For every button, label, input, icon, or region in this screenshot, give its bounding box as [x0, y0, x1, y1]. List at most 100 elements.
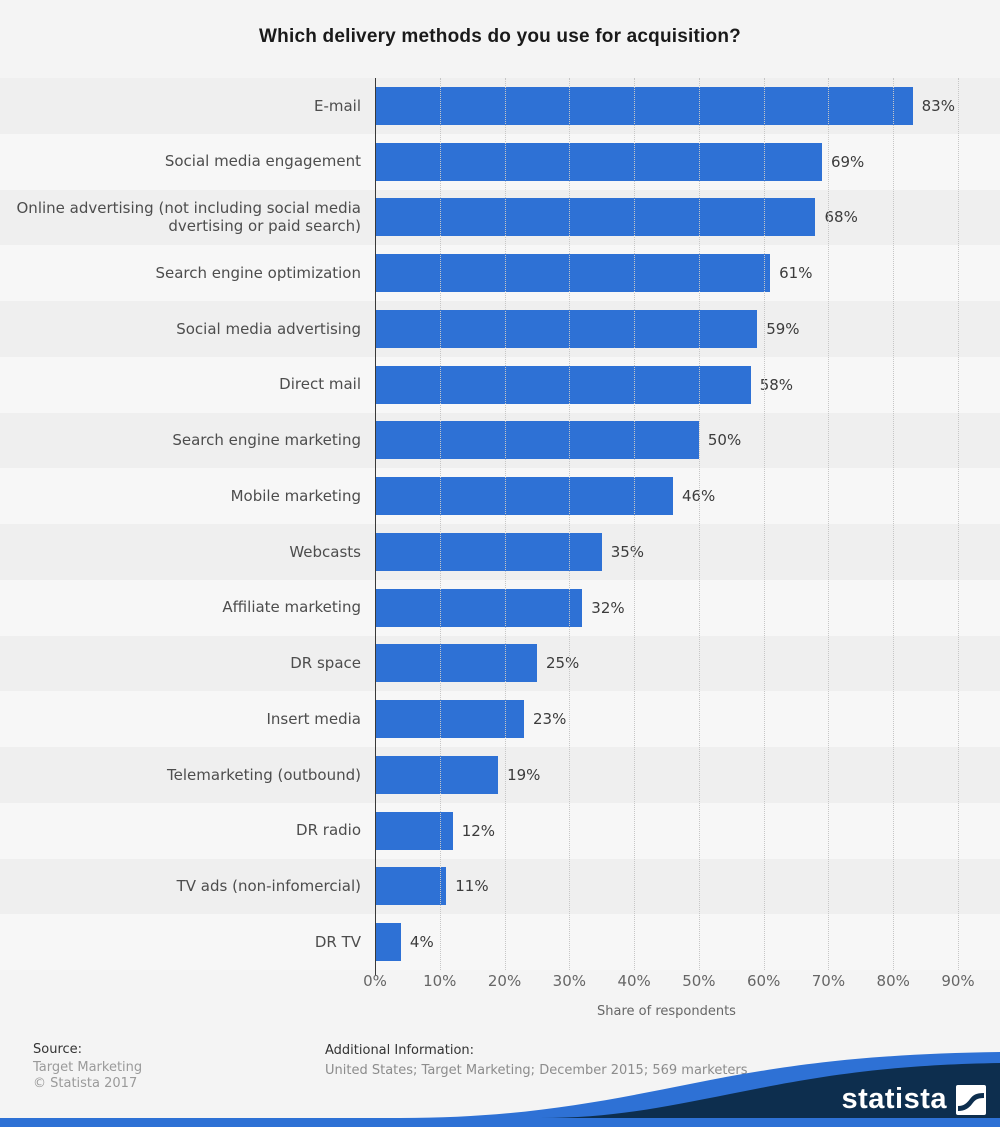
x-tick-label: 0% [363, 972, 387, 990]
bar-track: 68% [375, 190, 1000, 246]
gridline [634, 78, 636, 970]
bar [375, 198, 816, 237]
bar [375, 309, 758, 348]
bar-track: 35% [375, 524, 1000, 580]
chart-row: Affiliate marketing 32% [0, 579, 1000, 636]
x-tick-label: 40% [617, 972, 651, 990]
bar [375, 532, 602, 571]
category-label: Search engine marketing [172, 431, 361, 449]
x-tick-label: 80% [876, 972, 910, 990]
bar-track: 23% [375, 691, 1000, 747]
value-label: 61% [779, 264, 813, 283]
value-label: 12% [461, 821, 496, 840]
source-name: Target Marketing [33, 1060, 143, 1075]
gridline [893, 78, 895, 970]
x-tick-label: 20% [487, 972, 522, 990]
bar [375, 867, 447, 906]
category-label: Affiliate marketing [222, 598, 361, 617]
gridline [504, 78, 506, 970]
bar-track: 50% [375, 413, 1000, 469]
source-heading: Source: [33, 1042, 83, 1057]
x-tick-label: 50% [682, 972, 716, 990]
category-label: Telemarketing (outbound) [167, 765, 361, 784]
category-label: Mobile marketing [230, 486, 361, 505]
additional-info-heading: Additional Information: [325, 1043, 475, 1058]
value-label: 69% [830, 152, 865, 171]
chart-row: Online advertising (not including social… [0, 189, 1000, 246]
category-label: DR space [290, 654, 361, 672]
value-label: 4% [409, 933, 434, 952]
category-label: Insert media [266, 709, 361, 728]
bar-track: 83% [375, 78, 1000, 134]
x-axis: 0% 10% 20% 30% 40% 50% 60% 70% 80% 90% [0, 972, 1000, 998]
statista-wordmark: statista [841, 1083, 947, 1115]
chart-row: TV ads (non-infomercial) 11% [0, 858, 1000, 915]
category-label: Search engine optimization [155, 263, 361, 282]
gridline [828, 78, 830, 970]
category-label: Social media engagement [164, 152, 361, 171]
bar-track: 58% [375, 357, 1000, 413]
bar-rows: E-mail 83% Social media engagement 69% Onlin… [0, 78, 1000, 970]
category-label: DR radio [296, 821, 361, 840]
value-label: 83% [921, 96, 955, 115]
value-label: 23% [532, 710, 567, 729]
bar [375, 700, 524, 739]
statista-logo-icon [956, 1084, 986, 1115]
additional-info-block: Additional Information: United States; T… [325, 1043, 748, 1078]
statista-logo[interactable]: statista [841, 1083, 986, 1116]
value-label: 32% [591, 598, 625, 617]
bar [375, 755, 499, 794]
bar-track: 69% [375, 134, 1000, 190]
bar [375, 142, 822, 181]
bar [375, 923, 401, 962]
bar-track: 61% [375, 245, 1000, 301]
value-label: 59% [766, 319, 800, 338]
x-tick-label: 90% [941, 972, 975, 990]
copyright: © Statista 2017 [33, 1075, 138, 1091]
bar [375, 86, 913, 125]
gridline [569, 78, 571, 970]
category-label: E-mail [313, 96, 361, 115]
chart-row: Insert media 23% [0, 691, 1000, 747]
chart-row: DR space 25% [0, 635, 1000, 692]
x-tick-label: 70% [811, 972, 846, 990]
x-tick-label: 60% [746, 972, 781, 990]
value-label: 19% [507, 765, 541, 784]
bar [375, 365, 751, 404]
value-label: 50% [707, 431, 742, 450]
x-axis-label: Share of respondents [597, 1004, 736, 1019]
bar [375, 588, 583, 627]
chart-row: Search engine marketing 50% [0, 412, 1000, 469]
bar-track: 11% [375, 859, 1000, 915]
category-label: TV ads (non-infomercial) [176, 877, 361, 895]
chart-title: Which delivery methods do you use for ac… [259, 26, 741, 47]
category-label: Webcasts [289, 542, 361, 561]
additional-info-text: United States; Target Marketing; Decembe… [325, 1063, 748, 1078]
bar-track: 12% [375, 803, 1000, 859]
bar [375, 644, 537, 683]
chart-row: DR radio 12% [0, 802, 1000, 859]
chart-row: Webcasts 35% [0, 524, 1000, 580]
chart-row: Telemarketing (outbound) 19% [0, 747, 1000, 803]
chart-row: Direct mail 58% [0, 356, 1000, 413]
category-label: Direct mail [279, 375, 361, 394]
value-axis-line [375, 78, 376, 976]
bar [375, 811, 453, 850]
value-label: 46% [681, 487, 716, 506]
gridline [439, 78, 441, 970]
bar-track: 59% [375, 301, 1000, 357]
value-label: 11% [455, 877, 489, 896]
value-label: 68% [824, 208, 858, 227]
chart-row: Search engine optimization 61% [0, 245, 1000, 301]
value-label: 35% [610, 542, 645, 561]
x-tick-label: 30% [552, 972, 586, 990]
value-label: 58% [759, 375, 794, 394]
chart-row: Social media engagement 69% [0, 133, 1000, 190]
bar-track: 32% [375, 580, 1000, 636]
x-tick-label: 10% [423, 972, 457, 990]
gridline [958, 78, 959, 970]
bar [375, 477, 673, 516]
bar-track: 25% [375, 636, 1000, 692]
bar [375, 421, 699, 460]
chart-row: DR TV 4% [0, 914, 1000, 970]
